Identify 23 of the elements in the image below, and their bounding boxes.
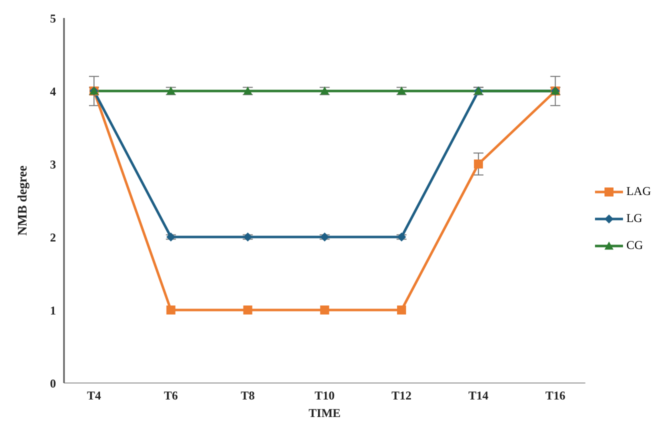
y-tick-label: 1 [50, 303, 56, 318]
y-tick-label: 5 [50, 11, 56, 26]
legend-label: LG [626, 211, 642, 226]
y-tick-label: 4 [50, 84, 56, 98]
point [166, 306, 176, 314]
y-tick-label: 0 [50, 376, 56, 390]
legend-label: CG [626, 238, 643, 253]
legend-label: LAG [626, 184, 651, 199]
point [243, 306, 252, 314]
x-tick-label: T14 [468, 388, 488, 403]
x-tick-label: T12 [392, 388, 412, 403]
x-tick-label: T6 [164, 388, 178, 403]
point [474, 160, 483, 168]
x-tick-label: T4 [86, 388, 102, 403]
point [397, 306, 406, 314]
x-axis-title: TIME [308, 406, 341, 420]
y-tick-label: 3 [50, 157, 56, 172]
x-tick-label: T16 [545, 388, 566, 403]
y-axis-title: NMB degree [14, 165, 30, 236]
x-tick-label: T10 [314, 388, 335, 403]
x-tick-label: T8 [240, 388, 255, 403]
y-tick-label: 2 [50, 230, 56, 244]
point [320, 306, 330, 314]
